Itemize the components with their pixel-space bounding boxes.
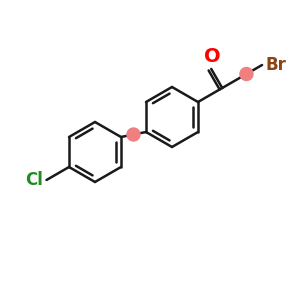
- Circle shape: [240, 68, 253, 80]
- Text: O: O: [204, 47, 220, 66]
- Text: Br: Br: [265, 56, 286, 74]
- Circle shape: [127, 128, 140, 141]
- Text: Cl: Cl: [25, 171, 43, 189]
